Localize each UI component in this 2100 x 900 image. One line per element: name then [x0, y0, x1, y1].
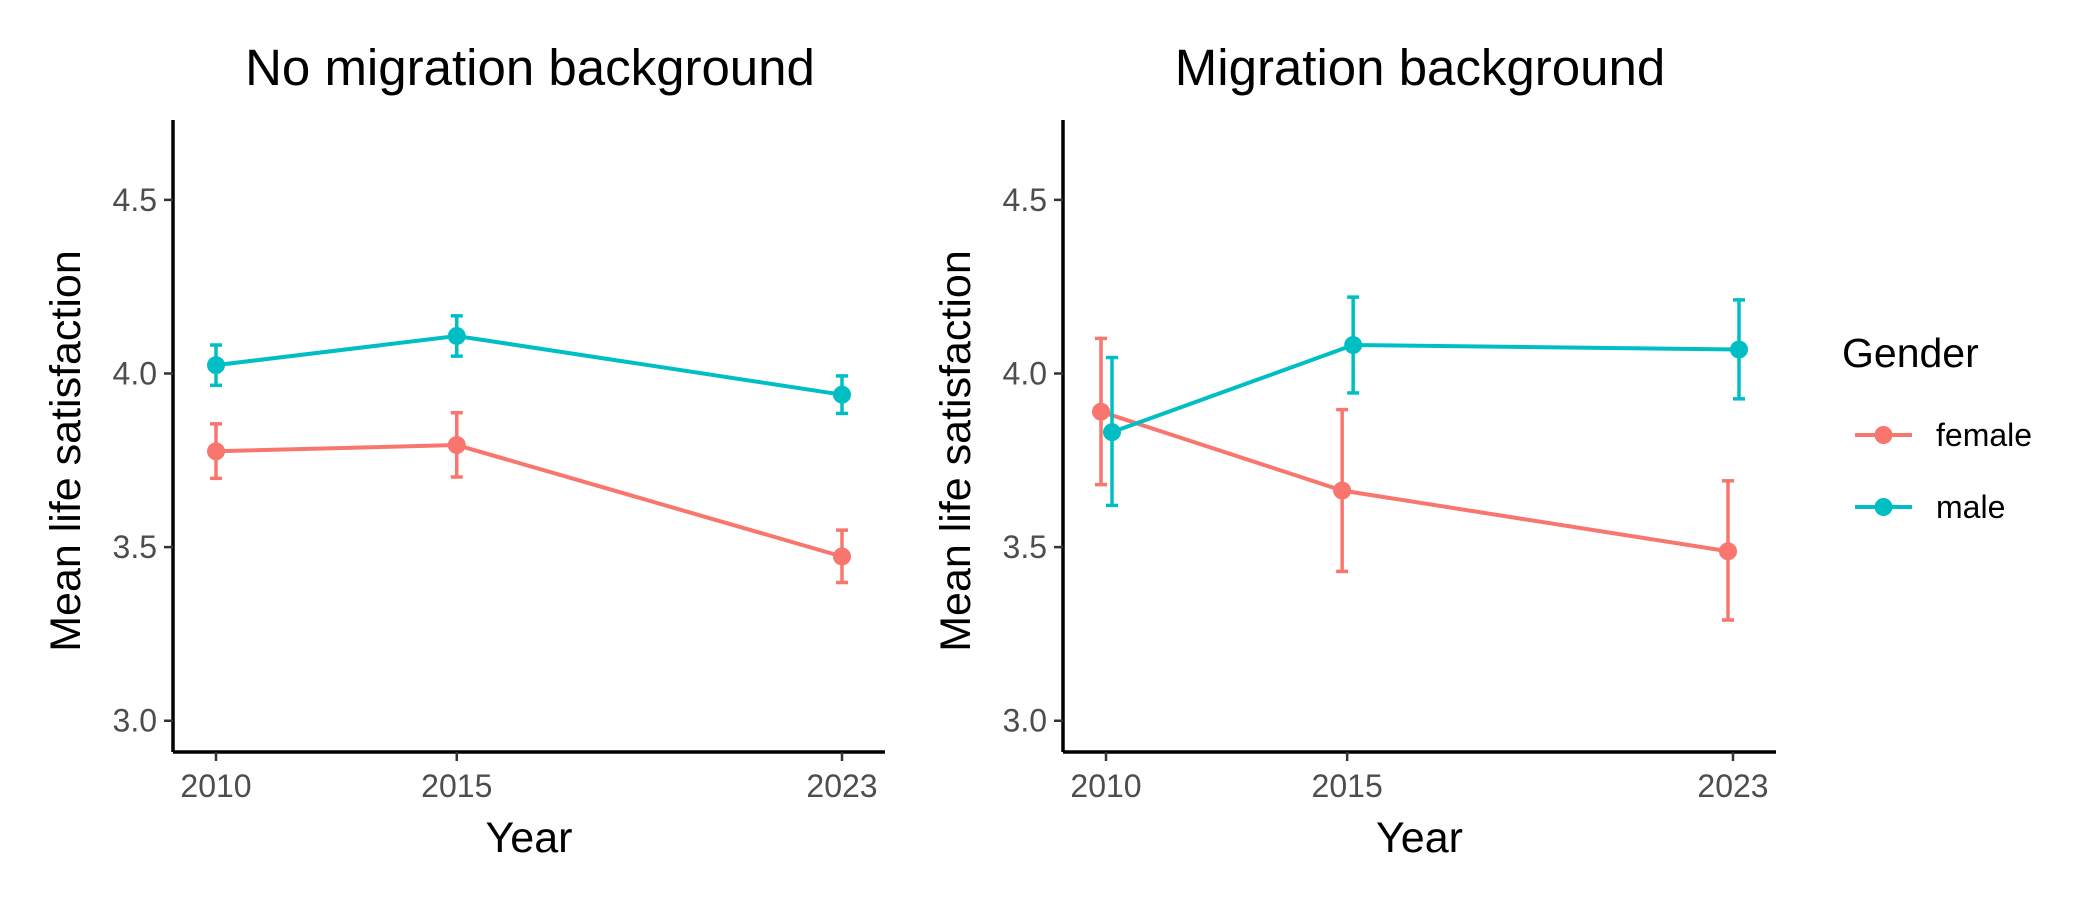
data-point-male: [1344, 336, 1363, 355]
data-point-female: [833, 547, 851, 566]
series-line-male: [215, 333, 843, 397]
data-point-male: [1730, 340, 1748, 359]
series-female: [207, 410, 851, 585]
y-axis-title: Mean life satisfaction: [932, 250, 980, 652]
x-tick-label: 2010: [1070, 768, 1141, 804]
data-point-female: [1719, 542, 1737, 561]
data-point-female: [207, 442, 225, 461]
legend-item-female: female: [1855, 417, 2032, 453]
y-tick-label: 3.0: [1003, 703, 1047, 739]
data-point-male: [1103, 423, 1121, 442]
legend-title: Gender: [1842, 330, 1979, 376]
x-tick-label: 2023: [806, 768, 877, 804]
legend-item-male: male: [1855, 489, 2005, 525]
x-tick-label: 2010: [180, 768, 251, 804]
legend: Gender female male: [1842, 330, 2032, 525]
chart-title: No migration background: [245, 39, 815, 96]
x-axis-title: Year: [486, 814, 573, 862]
series-line-female: [215, 443, 843, 559]
x-tick-label: 2015: [421, 768, 492, 804]
series-male: [1103, 295, 1748, 508]
y-tick-label: 4.5: [113, 182, 157, 218]
data-point-female: [1092, 402, 1110, 421]
y-tick-label: 4.5: [1003, 182, 1047, 218]
data-point-female: [447, 436, 466, 455]
legend-key-point-female: [1874, 426, 1893, 444]
x-tick-label: 2015: [1312, 768, 1383, 804]
y-tick-label: 3.0: [113, 703, 157, 739]
data-point-male: [447, 326, 466, 345]
y-tick-label: 3.5: [1003, 529, 1047, 565]
data-point-female: [1333, 481, 1352, 500]
chart-title: Migration background: [1175, 39, 1665, 96]
legend-label-female: female: [1936, 417, 2032, 453]
y-tick-label: 4.0: [1003, 355, 1047, 391]
series-line-female: [1100, 409, 1729, 554]
series-line-male: [1111, 343, 1740, 435]
y-tick-label: 4.0: [113, 355, 157, 391]
data-point-male: [207, 356, 225, 375]
series-female: [1092, 336, 1737, 622]
x-tick-label: 2023: [1697, 768, 1768, 804]
y-tick-label: 3.5: [113, 529, 157, 565]
y-axis-title: Mean life satisfaction: [42, 250, 90, 652]
panel-migration-background: Migration background 3.0 3.5 4.0 4.5 2010 2015…: [932, 39, 1776, 862]
series-male: [207, 314, 851, 416]
panel-no-migration-background: No migration background 3.0 3.5 4.0 4.5 2010 2…: [42, 39, 885, 862]
legend-label-male: male: [1936, 489, 2005, 525]
data-point-male: [833, 385, 851, 404]
x-axis-title: Year: [1376, 814, 1463, 862]
legend-key-point-male: [1874, 498, 1893, 516]
